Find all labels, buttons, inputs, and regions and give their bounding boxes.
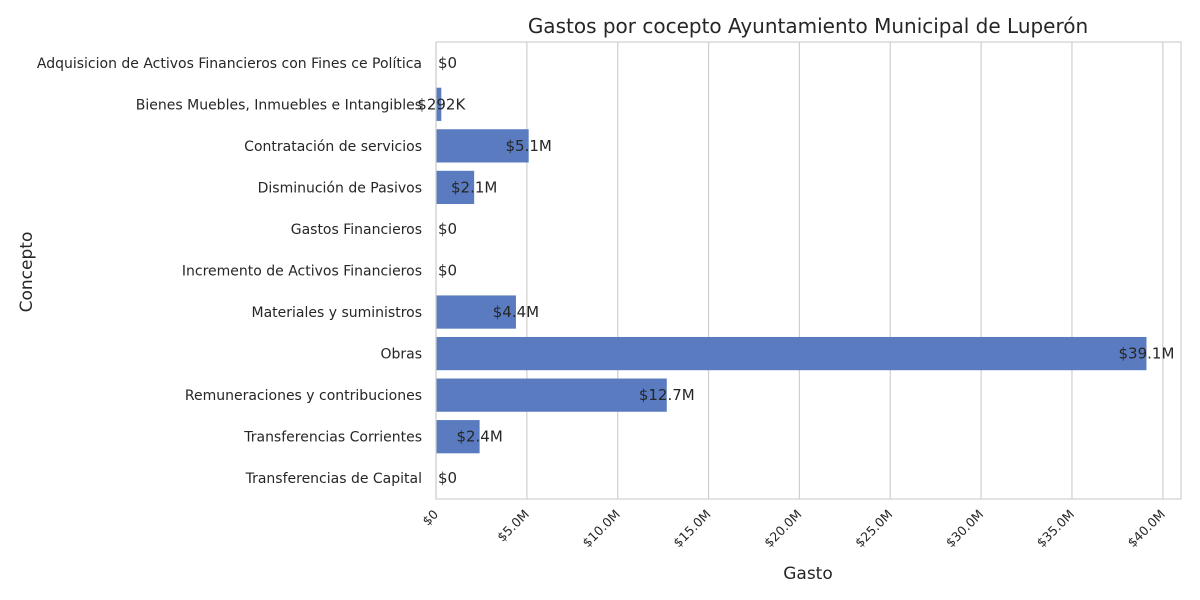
data-label: $12.7M bbox=[639, 386, 695, 404]
category-label: Transferencias Corrientes bbox=[243, 430, 422, 446]
data-label: $0 bbox=[438, 262, 457, 280]
x-tick-label: $40.0M bbox=[1124, 507, 1168, 551]
category-label: Incremento de Activos Financieros bbox=[182, 264, 422, 280]
category-labels: Adquisicion de Activos Financieros con F… bbox=[37, 56, 422, 487]
category-label: Disminución de Pasivos bbox=[258, 180, 422, 196]
data-label: $0 bbox=[438, 220, 457, 238]
category-label: Contratación de servicios bbox=[244, 139, 422, 155]
x-tick-label: $25.0M bbox=[852, 507, 896, 551]
bar bbox=[436, 129, 529, 163]
data-label: $4.4M bbox=[493, 303, 539, 321]
data-label: $39.1M bbox=[1119, 345, 1175, 363]
bar bbox=[436, 420, 480, 454]
category-label: Adquisicion de Activos Financieros con F… bbox=[37, 56, 422, 72]
bars bbox=[436, 87, 1147, 454]
category-label: Transferencias de Capital bbox=[245, 471, 422, 487]
data-label: $2.4M bbox=[456, 428, 502, 446]
data-label: $0 bbox=[438, 469, 457, 487]
x-axis-label: Gasto bbox=[783, 564, 833, 584]
category-label: Materiales y suministros bbox=[251, 305, 422, 321]
x-tick-label: $5.0M bbox=[494, 507, 532, 545]
data-label: $292K bbox=[417, 95, 466, 113]
bar bbox=[436, 378, 667, 412]
x-tick-label: $15.0M bbox=[670, 507, 714, 551]
chart-title: Gastos por cocepto Ayuntamiento Municipa… bbox=[528, 14, 1088, 38]
x-tick-labels: $0 $5.0M $10.0M $15.0M $20.0M $25.0M $30.0M $35… bbox=[419, 506, 1168, 550]
data-label: $5.1M bbox=[505, 137, 551, 155]
x-tick-label: $0 bbox=[419, 506, 441, 528]
bar bbox=[436, 87, 442, 121]
bar bbox=[436, 295, 516, 329]
x-tick-label: $20.0M bbox=[761, 507, 805, 551]
category-label: Obras bbox=[380, 347, 422, 363]
plot-frame bbox=[435, 41, 1182, 500]
data-label: $2.1M bbox=[451, 178, 497, 196]
grid-lines bbox=[435, 42, 1164, 499]
bar bbox=[436, 170, 475, 205]
data-label: $0 bbox=[438, 54, 457, 72]
y-axis-label: Concepto bbox=[17, 232, 37, 313]
x-tick-label: $30.0M bbox=[943, 507, 987, 551]
category-label: Remuneraciones y contribuciones bbox=[185, 388, 422, 404]
category-label: Gastos Financieros bbox=[291, 222, 422, 238]
category-label: Bienes Muebles, Inmuebles e Intangibles bbox=[136, 97, 422, 113]
bar bbox=[436, 336, 1147, 371]
value-labels: $0 $292K $5.1M $2.1M $0 $0 $4.4M $39.1M $12.7M $2… bbox=[417, 54, 1174, 487]
x-tick-label: $35.0M bbox=[1034, 507, 1078, 551]
x-tick-label: $10.0M bbox=[579, 507, 623, 551]
